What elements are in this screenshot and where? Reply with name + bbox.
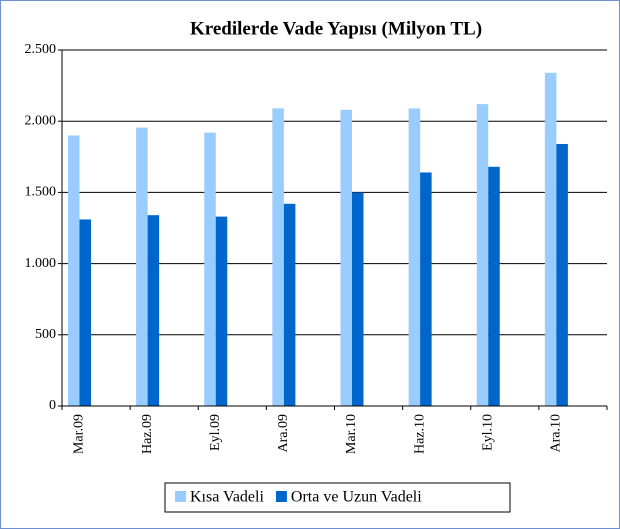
bar [476,104,489,406]
y-tick-label: 2.500 [25,42,57,57]
bar [68,135,80,406]
bar [556,143,568,406]
y-tick-label: 1.000 [25,256,57,271]
bar [215,216,228,406]
bar [272,108,284,406]
x-tick-label: Ara.09 [276,414,291,453]
x-tick-label: Mar.09 [72,414,87,454]
y-tick-label: 1.500 [25,185,57,200]
bar [488,166,500,406]
bar [204,132,216,407]
y-tick-label: 2.000 [25,113,57,128]
legend-swatch [275,491,287,502]
legend-box [164,482,511,513]
x-tick-label: Mar.10 [344,414,359,454]
bar [136,127,148,406]
bar [544,72,557,406]
x-tick-label: Eyl.10 [480,414,495,451]
chart-title: Kredilerde Vade Yapısı (Milyon TL) [190,18,482,39]
y-tick-label: 500 [35,327,56,342]
y-tick-label: 0 [49,398,56,413]
bar [283,203,296,406]
bar [352,192,364,406]
legend-label: Orta ve Uzun Vadeli [291,489,422,506]
x-tick-label: Haz.09 [140,414,155,454]
legend-swatch [175,491,186,502]
bar [408,108,421,406]
legend-label: Kısa Vadeli [190,489,264,506]
bar [147,215,160,406]
bar [420,172,432,406]
bar [79,219,91,406]
x-tick-label: Eyl.09 [208,414,223,451]
x-tick-label: Ara.10 [549,414,564,453]
bar [340,109,352,407]
x-tick-label: Haz.10 [412,414,427,454]
